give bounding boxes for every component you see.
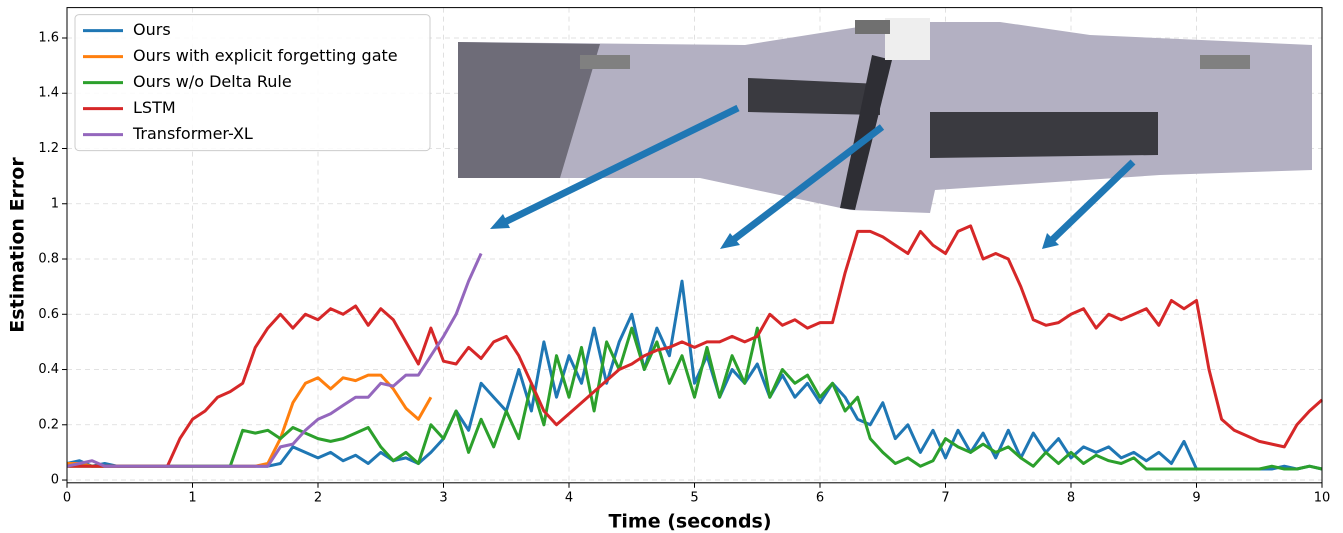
legend-label: LSTM bbox=[133, 98, 176, 117]
x-tick-label: 5 bbox=[690, 490, 698, 505]
legend-box bbox=[74, 14, 431, 152]
arrow bbox=[503, 104, 740, 226]
obstacle bbox=[930, 112, 1158, 158]
robot bbox=[580, 55, 630, 69]
x-tick-label: 0 bbox=[63, 490, 71, 505]
x-axis-label: Time (seconds) bbox=[608, 511, 771, 533]
series-line bbox=[67, 224, 1323, 468]
terrain-inset bbox=[458, 18, 1312, 213]
plot-frame bbox=[66, 7, 1323, 484]
y-tick-label: 1.4 bbox=[38, 86, 59, 101]
legend-label: Ours bbox=[133, 20, 171, 39]
beam bbox=[840, 55, 892, 210]
y-tick-label: 1.6 bbox=[38, 30, 59, 45]
robot-box bbox=[885, 18, 930, 60]
y-tick-label: 0 bbox=[51, 473, 59, 488]
arrowhead bbox=[490, 214, 510, 229]
terrain-dark bbox=[458, 42, 600, 178]
arrowhead bbox=[1042, 233, 1059, 249]
arrowhead bbox=[720, 233, 740, 249]
arrows bbox=[490, 104, 1136, 249]
legend-label: Transformer-XL bbox=[132, 124, 253, 143]
y-tick-label: 0.2 bbox=[38, 417, 59, 432]
y-tick-label: 0.6 bbox=[38, 307, 59, 322]
y-axis-label: Estimation Error bbox=[7, 157, 29, 333]
series-line bbox=[66, 252, 483, 468]
x-tick-label: 10 bbox=[1314, 490, 1331, 505]
x-tick-label: 4 bbox=[565, 490, 573, 505]
x-tick-label: 7 bbox=[941, 490, 949, 505]
robot bbox=[1200, 55, 1250, 69]
x-tick-label: 1 bbox=[188, 490, 196, 505]
y-tick-label: 0.4 bbox=[38, 362, 59, 377]
y-tick-label: 0.8 bbox=[38, 252, 59, 267]
arrow bbox=[1049, 159, 1136, 243]
x-tick-label: 3 bbox=[439, 490, 447, 505]
legend-label: Ours w/o Delta Rule bbox=[133, 72, 292, 91]
terrain bbox=[458, 22, 1312, 213]
series-line bbox=[66, 279, 1323, 471]
x-tick-label: 9 bbox=[1192, 490, 1200, 505]
y-tick-label: 1 bbox=[51, 196, 59, 211]
obstacle bbox=[748, 78, 880, 115]
x-tick-label: 2 bbox=[314, 490, 322, 505]
x-tick-label: 8 bbox=[1067, 490, 1075, 505]
x-tick-label: 6 bbox=[816, 490, 824, 505]
y-tick-label: 1.2 bbox=[38, 141, 59, 156]
robot bbox=[855, 20, 890, 34]
legend-label: Ours with explicit forgetting gate bbox=[133, 46, 398, 65]
arrow bbox=[730, 124, 885, 243]
series-line bbox=[67, 326, 1323, 471]
